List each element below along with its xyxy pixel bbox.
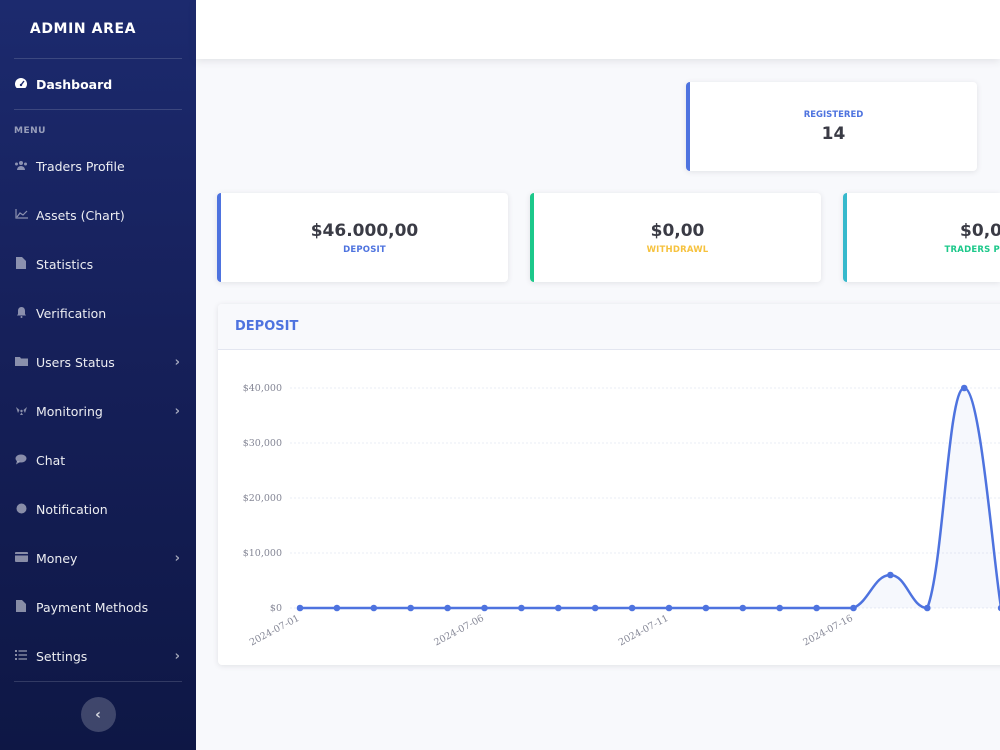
sidebar-item-dashboard[interactable]: Dashboard: [0, 59, 196, 109]
registered-label: REGISTERED: [803, 109, 864, 120]
registered-value: 14: [821, 123, 846, 144]
users-icon: [14, 160, 28, 173]
topbar: [196, 0, 1000, 59]
list-icon: [14, 650, 28, 663]
data-point: [296, 604, 304, 612]
sidebar: ADMIN AREA Dashboard MENU Traders Profil…: [0, 0, 196, 750]
x-tick-label: 2024-07-06: [432, 613, 486, 648]
data-point: [813, 604, 820, 612]
sidebar-heading: MENU: [14, 126, 46, 136]
sidebar-item-verification[interactable]: Verification: [0, 289, 196, 338]
sidebar-toggle-button[interactable]: ‹: [80, 697, 116, 732]
data-point: [481, 604, 488, 612]
sidebar-item-label: Traders Profile: [36, 159, 125, 174]
wallet-icon: [14, 552, 28, 565]
y-tick-label: $30,000: [243, 438, 282, 449]
deposit-value: $46.000,00: [310, 220, 419, 241]
data-point: [591, 604, 599, 612]
data-point: [628, 604, 636, 612]
brand-title[interactable]: ADMIN AREA: [29, 21, 137, 37]
sidebar-item-label: Dashboard: [36, 76, 113, 92]
x-tick-label: 2024-07-01: [248, 613, 302, 648]
chevron-right-icon: ›: [174, 551, 180, 566]
data-point: [887, 571, 894, 579]
sidebar-divider: [14, 58, 182, 59]
sidebar-item-users-status[interactable]: Users Status ›: [0, 338, 196, 387]
sidebar-item-settings[interactable]: Settings ›: [0, 632, 196, 681]
data-point: [407, 604, 414, 612]
traders-label: TRADERS P: [944, 244, 1000, 255]
sidebar-item-label: Chat: [36, 453, 66, 468]
tachometer-icon: [14, 77, 28, 92]
sidebar-toggle-wrap: ‹: [0, 682, 196, 732]
circle-icon: [14, 503, 28, 517]
chevron-right-icon: ›: [174, 649, 180, 664]
deposit-line-chart: $0 $10,000 $20,000 $30,000 $40,000 2024-07-01…: [243, 383, 1000, 648]
sidebar-item-notification[interactable]: Notification: [0, 485, 196, 534]
file-icon: [14, 257, 28, 272]
folder-icon: [14, 356, 28, 369]
sidebar-item-label: Settings: [36, 649, 88, 664]
data-point: [555, 604, 562, 612]
data-point: [702, 604, 710, 612]
chart-title: DEPOSIT: [218, 304, 1000, 350]
deposit-label: DEPOSIT: [343, 244, 386, 255]
data-point: [960, 384, 968, 392]
sidebar-divider: [14, 109, 182, 110]
y-tick-label: $10,000: [243, 548, 282, 559]
sidebar-item-assets-chart[interactable]: Assets (Chart): [0, 191, 196, 240]
bell-icon: [14, 306, 28, 321]
radiation-icon: [14, 405, 28, 419]
data-point: [776, 604, 783, 612]
sidebar-item-label: Assets (Chart): [36, 208, 125, 223]
x-tick-label: 2024-07-16: [801, 613, 855, 648]
traders-value: $0,0: [960, 220, 1000, 241]
data-point: [739, 604, 747, 612]
sidebar-item-payment-methods[interactable]: Payment Methods: [0, 583, 196, 632]
data-point: [370, 604, 378, 612]
series-line: [299, 386, 1000, 610]
data-point: [444, 604, 451, 612]
withdrawl-value: $0,00: [650, 220, 705, 241]
sidebar-item-statistics[interactable]: Statistics: [0, 240, 196, 289]
data-point: [518, 604, 525, 612]
chevron-left-icon: ‹: [95, 706, 101, 723]
x-tick-label: 2024-07-11: [617, 613, 671, 648]
y-tick-label: $20,000: [243, 493, 282, 504]
deposit-card: $46.000,00 DEPOSIT: [217, 193, 508, 282]
sidebar-item-label: Monitoring: [36, 404, 103, 419]
data-point: [997, 604, 1000, 612]
data-point: [665, 604, 673, 612]
file-icon: [14, 600, 28, 615]
chevron-right-icon: ›: [174, 355, 180, 370]
y-tick-label: $40,000: [243, 383, 282, 394]
area-chart-icon: [14, 209, 28, 222]
chevron-right-icon: ›: [174, 404, 180, 419]
data-point: [924, 604, 931, 612]
sidebar-item-money[interactable]: Money ›: [0, 534, 196, 583]
sidebar-item-monitoring[interactable]: Monitoring ›: [0, 387, 196, 436]
withdrawl-label: WITHDRAWL: [646, 244, 709, 255]
sidebar-item-chat[interactable]: Chat: [0, 436, 196, 485]
comment-icon: [14, 454, 28, 468]
sidebar-item-label: Notification: [36, 502, 108, 517]
sidebar-item-traders-profile[interactable]: Traders Profile: [0, 142, 196, 191]
registered-card: REGISTERED 14: [686, 82, 977, 171]
sidebar-divider: [14, 681, 182, 682]
data-point: [850, 604, 857, 612]
deposit-chart-card: DEPOSIT $0 $10,000 $20,000 $30,000 $40,000 20…: [218, 304, 1000, 665]
sidebar-item-label: Statistics: [36, 257, 94, 272]
sidebar-item-label: Money: [36, 551, 78, 566]
sidebar-item-label: Users Status: [36, 355, 115, 370]
data-point: [333, 604, 341, 612]
y-tick-label: $0: [270, 603, 282, 614]
sidebar-item-label: Payment Methods: [36, 600, 149, 615]
traders-profit-card: $0,0 TRADERS P: [843, 193, 1000, 282]
sidebar-item-label: Verification: [36, 306, 107, 321]
withdrawl-card: $0,00 WITHDRAWL: [530, 193, 821, 282]
